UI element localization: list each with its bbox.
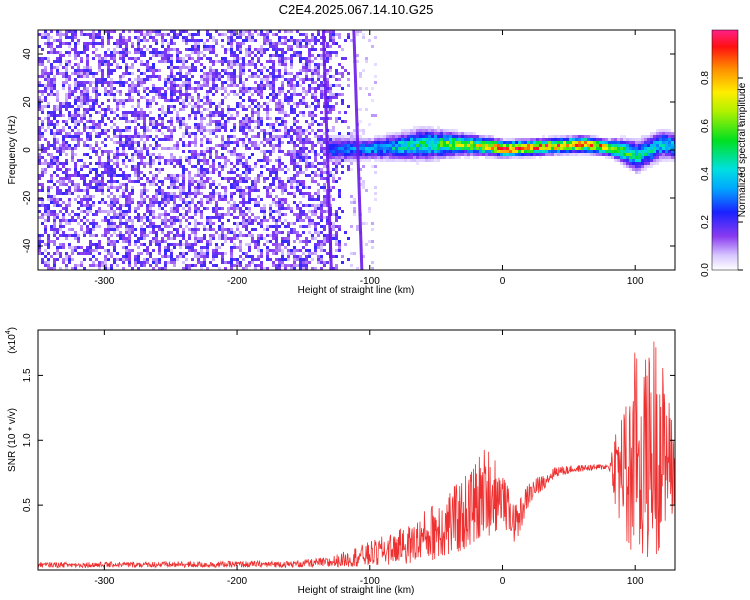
colorbar-tick-label: 0.2: [700, 215, 711, 229]
y-tick-label: 1.5: [22, 368, 33, 382]
colorbar-ramp: [712, 30, 738, 270]
x-tick-label: 100: [627, 276, 644, 287]
x-tick-label: -200: [227, 276, 247, 287]
x-tick-label: -300: [94, 576, 114, 587]
colorbar-tick-label: 0.4: [700, 167, 711, 181]
x-tick-label: -300: [94, 276, 114, 287]
figure-title: C2E4.2025.067.14.10.G25: [279, 2, 434, 17]
snr-axes: -300 -200 -100 0 100 0.5 1.0 1.5: [22, 329, 676, 587]
x-tick-label: -100: [360, 276, 380, 287]
colorbar-ticks: 0.0 0.2 0.4 0.6 0.8: [700, 29, 743, 277]
colorbar: 0.0 0.2 0.4 0.6 0.8 Normalized spectral ampl…: [700, 29, 748, 277]
y-tick-label: 40: [22, 48, 33, 60]
spectrogram-cells: [38, 30, 675, 270]
scale-exponent: 4: [5, 330, 12, 334]
x-tick-label: -200: [227, 576, 247, 587]
x-tick-label: 0: [500, 276, 506, 287]
scale-prefix: (x10: [7, 334, 18, 354]
snr-ylabel: SNR (10 * v/v): [7, 408, 18, 472]
x-tick-label: 100: [627, 576, 644, 587]
snr-series: [38, 341, 675, 569]
x-tick-label: 0: [500, 576, 506, 587]
y-tick-label: -20: [22, 190, 33, 205]
colorbar-tick-label: 0.0: [700, 263, 711, 277]
snr-background: [38, 330, 675, 570]
snr-xlabel: Height of straight line (km): [298, 585, 415, 596]
spectrogram-xlabel: Height of straight line (km): [298, 285, 415, 296]
colorbar-tick-label: 0.6: [700, 119, 711, 133]
scale-suffix: ): [7, 327, 18, 330]
snr-line: [38, 341, 675, 569]
colorbar-frame: [711, 29, 739, 271]
snr-panel: -300 -200 -100 0 100 0.5 1.0 1.5 Height of stra…: [5, 327, 676, 596]
y-tick-label: 20: [22, 96, 33, 108]
snr-scale-label: (x104): [5, 327, 18, 354]
y-tick-label: 0.5: [22, 498, 33, 512]
vertical-streak-0: [321, 30, 333, 270]
snr-frame: [37, 329, 676, 571]
vertical-streak-1: [352, 30, 364, 270]
colorbar-label: Normalized spectral amplitude: [737, 82, 748, 217]
y-tick-label: 1.0: [22, 433, 33, 447]
x-tick-label: -100: [360, 576, 380, 587]
y-tick-label: -40: [22, 238, 33, 253]
colorbar-tick-label: 0.8: [700, 71, 711, 85]
y-tick-label: 0: [22, 147, 33, 153]
spectrogram-ylabel: Frequency (Hz): [7, 116, 18, 185]
